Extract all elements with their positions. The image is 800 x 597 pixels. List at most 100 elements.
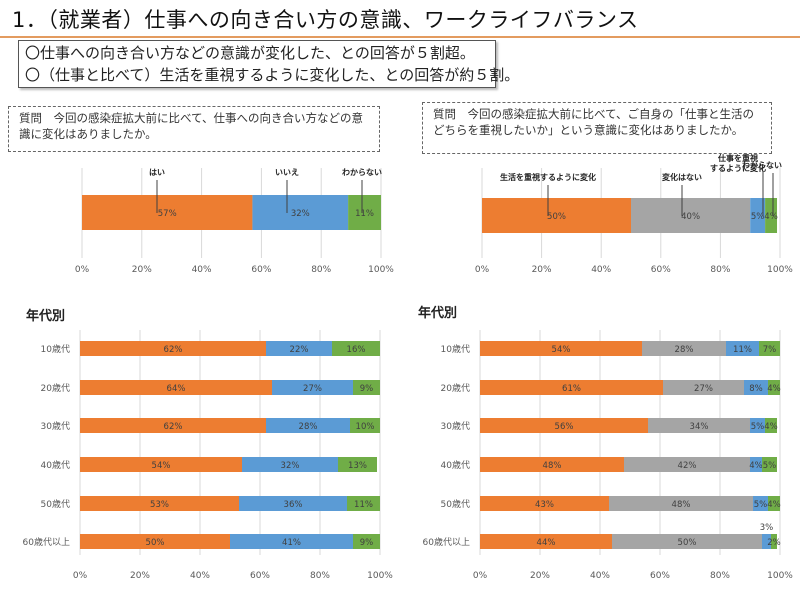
bar-segment (750, 418, 765, 433)
callout-label: わからない (742, 161, 782, 170)
bar-segment (744, 380, 768, 395)
data-label: 50% (547, 212, 566, 222)
bar-segment (480, 534, 612, 549)
bar-segment (353, 380, 380, 395)
y-category-label: 30歳代 (441, 420, 470, 432)
data-label: 11% (733, 345, 752, 355)
data-label: 32% (291, 209, 310, 219)
data-label: 62% (164, 422, 183, 432)
data-label: 13% (348, 461, 367, 471)
y-category-label: 30歳代 (41, 420, 70, 432)
x-tick-label: 80% (310, 571, 330, 581)
x-tick-label: 100% (367, 571, 393, 581)
bar-segment (642, 341, 726, 356)
right-question-box: 質問 今回の感染症拡大前に比べて、ご自身の「仕事と生活のどちらを重視したいか」と… (422, 102, 772, 154)
summary-line-1: 〇仕事への向き合い方などの意識が変化した、との回答が５割超。 (25, 44, 475, 62)
data-label: 4% (764, 212, 778, 222)
data-label: 4% (767, 384, 781, 394)
data-label: 11% (355, 209, 374, 219)
bar-segment (80, 457, 242, 472)
data-label: 3% (760, 523, 774, 533)
data-label: 4% (767, 500, 781, 510)
callout-label: いいえ (275, 168, 299, 177)
bar-segment (480, 418, 648, 433)
bar-segment (348, 195, 381, 230)
bar-segment (612, 534, 762, 549)
data-label: 5% (754, 500, 768, 510)
x-tick-label: 0% (75, 265, 90, 275)
x-tick-label: 20% (530, 571, 550, 581)
x-tick-label: 20% (130, 571, 150, 581)
title-divider (0, 36, 800, 38)
bar-segment (252, 195, 349, 230)
x-tick-label: 40% (591, 265, 611, 275)
x-tick-label: 40% (192, 265, 212, 275)
data-label: 50% (678, 538, 697, 548)
data-label: 44% (537, 538, 556, 548)
data-label: 62% (164, 345, 183, 355)
bar-segment (272, 380, 353, 395)
bar-segment (82, 195, 253, 230)
bar-segment (480, 341, 642, 356)
x-tick-label: 100% (368, 265, 394, 275)
callout-label: 生活を重視するように変化 (500, 172, 596, 182)
bar-segment (771, 534, 777, 549)
x-tick-label: 60% (251, 265, 271, 275)
data-label: 54% (552, 345, 571, 355)
bar-segment (80, 341, 266, 356)
y-category-label: 50歳代 (441, 498, 470, 510)
data-label: 32% (281, 461, 300, 471)
data-label: 61% (562, 384, 581, 394)
bar-segment (350, 418, 380, 433)
bar-segment (347, 496, 380, 511)
data-label: 41% (282, 538, 301, 548)
data-label: 5% (751, 212, 765, 222)
data-label: 5% (751, 422, 765, 432)
data-label: 4% (764, 422, 778, 432)
page-title: 1．（就業者）仕事への向き合い方の意識、ワークライフバランス (12, 8, 639, 32)
x-tick-label: 20% (132, 265, 152, 275)
data-label: 27% (303, 384, 322, 394)
data-label: 40% (681, 212, 700, 222)
x-tick-label: 60% (650, 571, 670, 581)
x-tick-label: 0% (473, 571, 488, 581)
data-label: 34% (690, 422, 709, 432)
data-label: 22% (290, 345, 309, 355)
bar-segment (631, 198, 751, 233)
bar-segment (609, 496, 753, 511)
left-question-box: 質問 今回の感染症拡大前に比べて、仕事への向き合い方などの意識に変化はありました… (8, 106, 380, 152)
summary-box: 〇仕事への向き合い方などの意識が変化した、との回答が５割超。 〇（仕事と比べて）… (18, 40, 520, 88)
bar-segment (338, 457, 377, 472)
left-age-section-label: 年代別 (26, 309, 66, 324)
right-age-section-label: 年代別 (418, 306, 458, 321)
bar-segment (762, 457, 777, 472)
y-category-label: 10歳代 (441, 343, 470, 355)
summary-line-2: 〇（仕事と比べて）生活を重視するように変化した、との回答が約５割。 (25, 66, 520, 84)
y-category-label: 50歳代 (41, 498, 70, 510)
x-tick-label: 0% (475, 265, 490, 275)
y-category-label: 40歳代 (441, 459, 470, 471)
data-label: 43% (535, 500, 554, 510)
y-category-label: 10歳代 (41, 343, 70, 355)
data-label: 64% (167, 384, 186, 394)
x-tick-label: 40% (190, 571, 210, 581)
bar-segment (266, 418, 350, 433)
data-label: 11% (354, 500, 373, 510)
bar-segment (768, 380, 780, 395)
data-label: 48% (672, 500, 691, 510)
bar-segment (482, 198, 631, 233)
data-label: 9% (360, 384, 374, 394)
y-category-label: 60歳代以上 (23, 536, 70, 548)
y-category-label: 60歳代以上 (423, 536, 470, 548)
bar-segment (80, 380, 272, 395)
x-tick-label: 40% (590, 571, 610, 581)
callout-label: はい (149, 168, 165, 177)
callout-label: 変化はない (662, 172, 702, 182)
x-tick-label: 80% (311, 265, 331, 275)
bar-segment (480, 457, 624, 472)
y-category-label: 20歳代 (441, 382, 470, 394)
callout-label: わからない (342, 168, 382, 177)
data-label: 48% (543, 461, 562, 471)
data-label: 16% (347, 345, 366, 355)
